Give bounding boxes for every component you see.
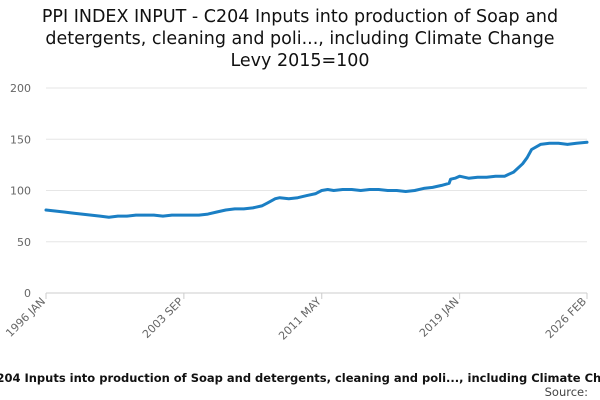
data-point: [242, 207, 245, 211]
chart-title-line-1: PPI INDEX INPUT - C204 Inputs into produ…: [41, 7, 559, 27]
data-point: [386, 189, 389, 192]
data-point: [530, 148, 533, 151]
data-point: [453, 177, 457, 180]
data-point: [266, 201, 269, 204]
y-tick-label-0: 0: [24, 287, 31, 300]
data-point: [206, 212, 210, 216]
x-tick-label-4: 2026 FEB: [543, 295, 589, 341]
data-point: [224, 208, 227, 212]
data-point: [503, 175, 506, 178]
data-point: [152, 213, 156, 217]
data-point: [413, 189, 416, 192]
x-axis: 1996 JAN 2003 SEP 2011 MAY 2019 JAN 2026 FEB: [3, 292, 589, 343]
data-point: [287, 197, 290, 200]
data-point: [179, 213, 183, 217]
data-point: [485, 176, 488, 179]
data-point: [188, 213, 192, 217]
y-tick-label-50: 50: [17, 236, 31, 249]
data-point: [260, 204, 263, 208]
series-layer: [44, 140, 589, 219]
data-point: [134, 213, 138, 217]
data-point: [585, 141, 589, 144]
data-point: [80, 212, 84, 216]
data-point: [233, 207, 236, 211]
data-point: [404, 190, 407, 193]
data-point: [170, 213, 174, 217]
data-point: [539, 143, 542, 146]
data-point: [332, 189, 335, 192]
data-point: [107, 216, 111, 219]
legend: C204 Inputs into production of Soap and …: [0, 371, 600, 385]
data-point: [274, 197, 277, 200]
data-point: [89, 213, 93, 217]
data-point: [350, 188, 353, 191]
data-point: [305, 194, 308, 197]
data-point: [575, 142, 578, 145]
data-point: [161, 214, 165, 218]
source-label: Source:: [544, 385, 588, 399]
data-point: [422, 187, 425, 190]
y-axis-ticks: 0 50 100 150 200: [10, 82, 31, 300]
data-point: [251, 206, 254, 210]
y-tick-label-150: 150: [10, 133, 31, 146]
data-point: [395, 189, 398, 192]
data-point: [548, 142, 551, 145]
data-point: [449, 178, 452, 181]
data-point: [62, 210, 66, 214]
data-point: [320, 189, 323, 192]
data-point: [278, 196, 281, 199]
x-tick-label-2: 2011 MAY: [276, 295, 324, 343]
data-point: [341, 188, 344, 191]
series-line: [44, 140, 589, 219]
data-point: [557, 142, 560, 145]
data-point: [143, 213, 147, 217]
data-point: [494, 175, 497, 178]
data-point: [512, 170, 515, 174]
data-point: [476, 176, 479, 179]
data-point: [326, 188, 329, 191]
chart-title-line-2: detergents, cleaning and poli..., includ…: [45, 29, 555, 49]
grid-lines: [46, 87, 587, 243]
data-point: [98, 214, 102, 218]
data-point: [116, 214, 120, 218]
data-point: [44, 208, 48, 212]
data-point: [566, 143, 569, 146]
data-point: [125, 214, 129, 218]
data-point: [447, 182, 451, 185]
data-point: [314, 192, 317, 195]
data-point: [458, 175, 461, 178]
data-point: [71, 211, 75, 215]
x-tick-label-0: 1996 JAN: [3, 295, 48, 340]
y-tick-label-200: 200: [10, 82, 31, 95]
data-point: [525, 156, 529, 159]
data-point: [368, 188, 371, 191]
chart-title-line-3: Levy 2015=100: [230, 51, 370, 71]
x-tick-label-3: 2019 JAN: [417, 295, 462, 340]
data-point: [296, 196, 299, 199]
legend-label: C204 Inputs into production of Soap and …: [0, 371, 600, 385]
data-point: [377, 188, 380, 191]
data-point: [359, 189, 362, 192]
data-point: [197, 213, 201, 217]
data-point: [215, 210, 218, 214]
data-point: [521, 162, 524, 165]
data-point: [440, 184, 443, 187]
data-point: [53, 209, 57, 213]
y-tick-label-100: 100: [10, 185, 31, 198]
x-tick-label-1: 2003 SEP: [140, 295, 186, 341]
data-point: [431, 186, 434, 189]
data-point: [467, 177, 470, 180]
chart-title: PPI INDEX INPUT - C204 Inputs into produ…: [0, 6, 600, 72]
